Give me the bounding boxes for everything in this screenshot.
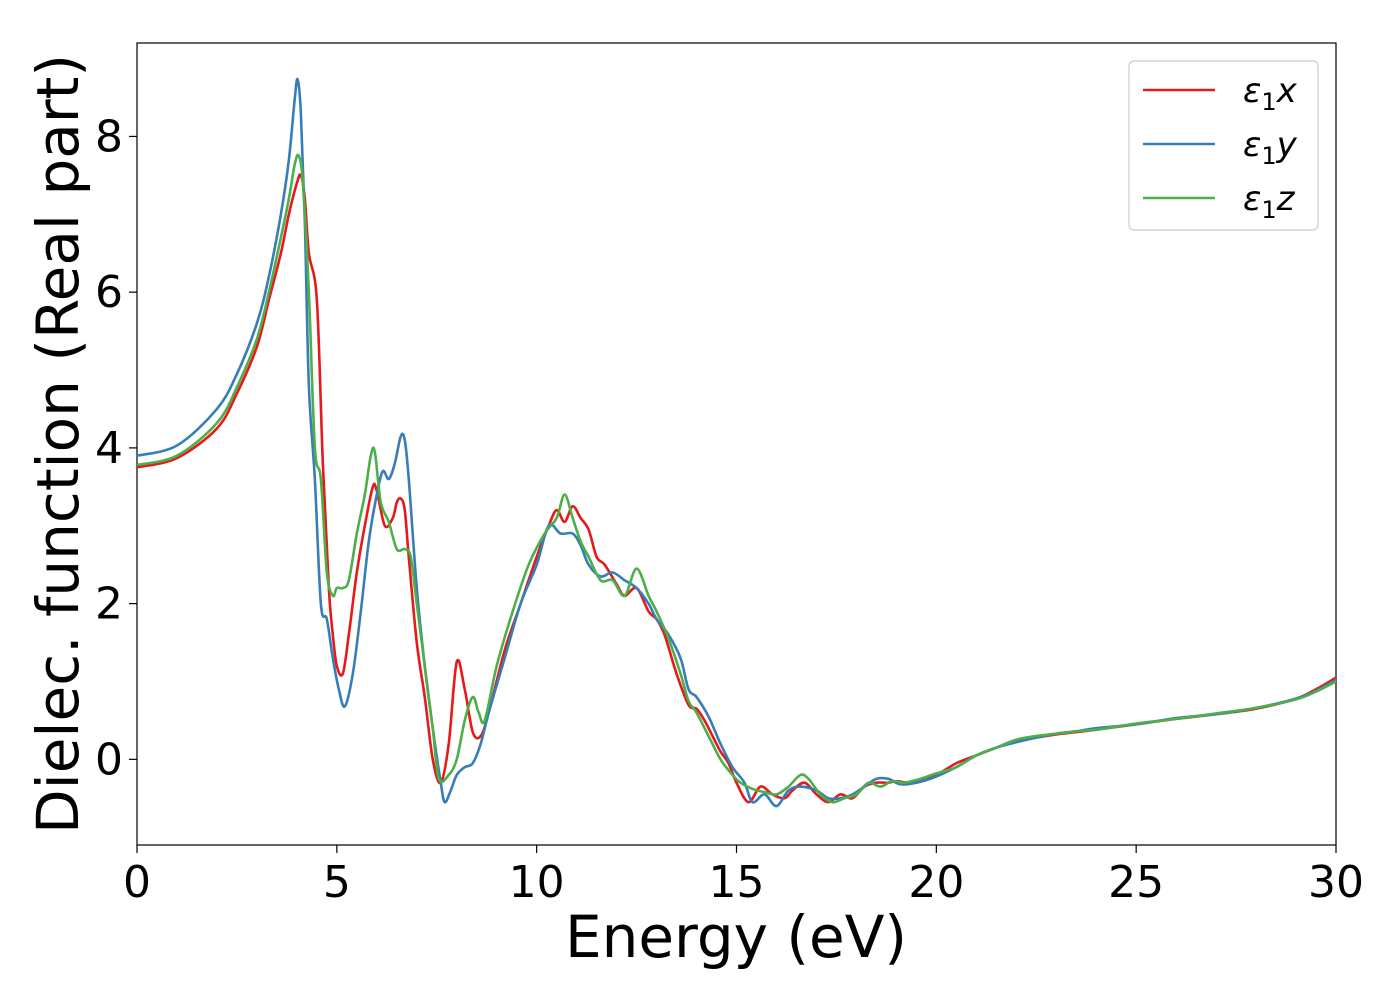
- legend: ε1x ε1y ε1z: [1128, 60, 1319, 231]
- y-tick-label: 2: [95, 579, 123, 630]
- legend-box: [1128, 60, 1319, 231]
- x-axis-ticks: 0 5 10 15 20 25 30: [123, 845, 1364, 908]
- legend-label-y: ε1y: [1243, 125, 1298, 170]
- y-tick-label: 0: [95, 734, 123, 785]
- x-tick-label: 20: [908, 857, 964, 908]
- legend-label-z: ε1z: [1243, 179, 1296, 224]
- y-tick-label: 8: [95, 111, 123, 162]
- legend-label-x: ε1x: [1243, 71, 1298, 116]
- y-axis-ticks: 0 2 4 6 8: [95, 111, 137, 785]
- y-tick-label: 6: [95, 267, 123, 318]
- series-line-z: [137, 153, 1336, 804]
- y-axis-label: Dielec. function (Real part): [24, 54, 92, 834]
- x-tick-label: 0: [123, 857, 151, 908]
- series-line-y: [137, 77, 1336, 808]
- x-axis-label: Energy (eV): [565, 903, 907, 971]
- x-tick-label: 15: [709, 857, 765, 908]
- x-tick-label: 25: [1108, 857, 1164, 908]
- x-tick-label: 30: [1308, 857, 1364, 908]
- x-tick-label: 5: [323, 857, 351, 908]
- y-tick-label: 4: [95, 423, 123, 474]
- series-layer: [137, 77, 1336, 808]
- x-tick-label: 10: [509, 857, 565, 908]
